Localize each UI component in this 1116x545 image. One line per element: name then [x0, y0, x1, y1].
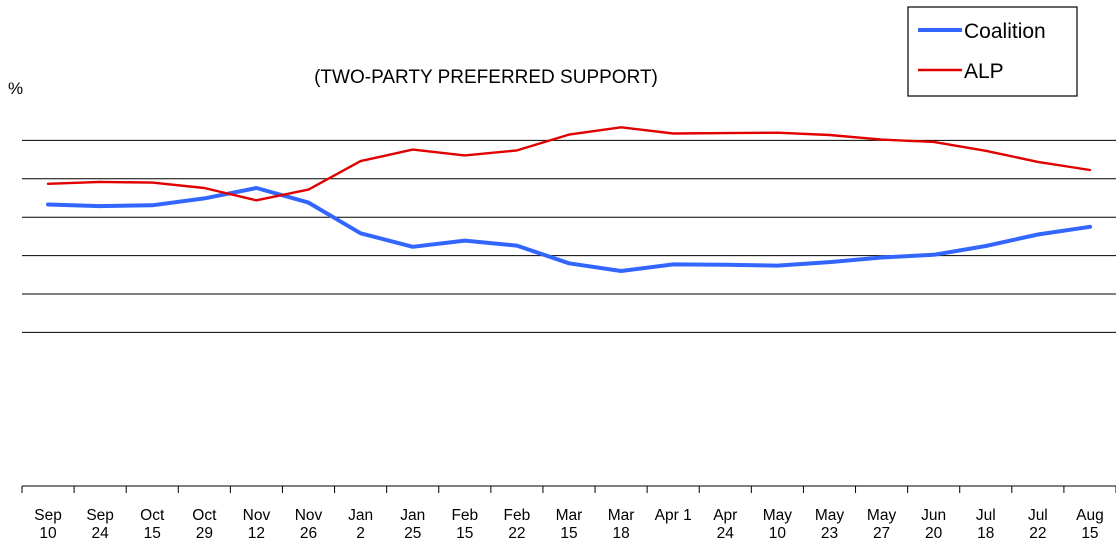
x-axis-ticks	[21, 486, 1116, 493]
x-tick-label: Jul 18	[976, 507, 996, 542]
legend-label-coalition: Coalition	[964, 20, 1046, 43]
x-tick-label: Apr 1	[655, 507, 692, 524]
gridlines	[22, 139, 1116, 333]
x-tick-label: Nov 26	[295, 507, 323, 542]
legend-box	[907, 6, 1078, 97]
x-axis-tick-labels: Sep 10 Sep 24 Oct 15 Oct 29 Nov 12 Nov 26 Jan 2 Jan 25 F…	[34, 507, 1103, 542]
x-tick-label: Jun 20	[921, 507, 946, 542]
x-tick-label: Feb 15	[451, 507, 478, 542]
x-tick-label: Jul 22	[1028, 507, 1048, 542]
series-line-coalition	[46, 186, 1092, 273]
y-axis-unit-label: %	[8, 79, 23, 98]
legend-label-alp: ALP	[964, 60, 1004, 83]
x-tick-label: May 23	[815, 507, 845, 542]
x-tick-label: Aug 15	[1076, 507, 1104, 542]
x-tick-label: May 10	[763, 507, 793, 542]
x-tick-label: Mar 18	[608, 507, 635, 542]
x-tick-label: Oct 29	[192, 507, 217, 542]
x-tick-label: Nov 12	[243, 507, 271, 542]
x-tick-label: May 27	[867, 507, 897, 542]
x-tick-label: Sep 10	[34, 507, 62, 542]
x-tick-label: Feb 22	[504, 507, 531, 542]
x-tick-label: Oct 15	[140, 507, 165, 542]
x-tick-label: Mar 15	[556, 507, 583, 542]
legend: Coalition ALP	[907, 6, 1078, 97]
x-tick-label: Apr 24	[713, 507, 737, 542]
series-lines	[46, 126, 1092, 273]
x-tick-label: Jan 2	[348, 507, 373, 542]
x-tick-label: Jan 25	[400, 507, 425, 542]
x-tick-label: Sep 24	[86, 507, 114, 542]
chart-subtitle: (TWO-PARTY PREFERRED SUPPORT)	[314, 67, 658, 88]
series-line-alp	[46, 126, 1092, 202]
